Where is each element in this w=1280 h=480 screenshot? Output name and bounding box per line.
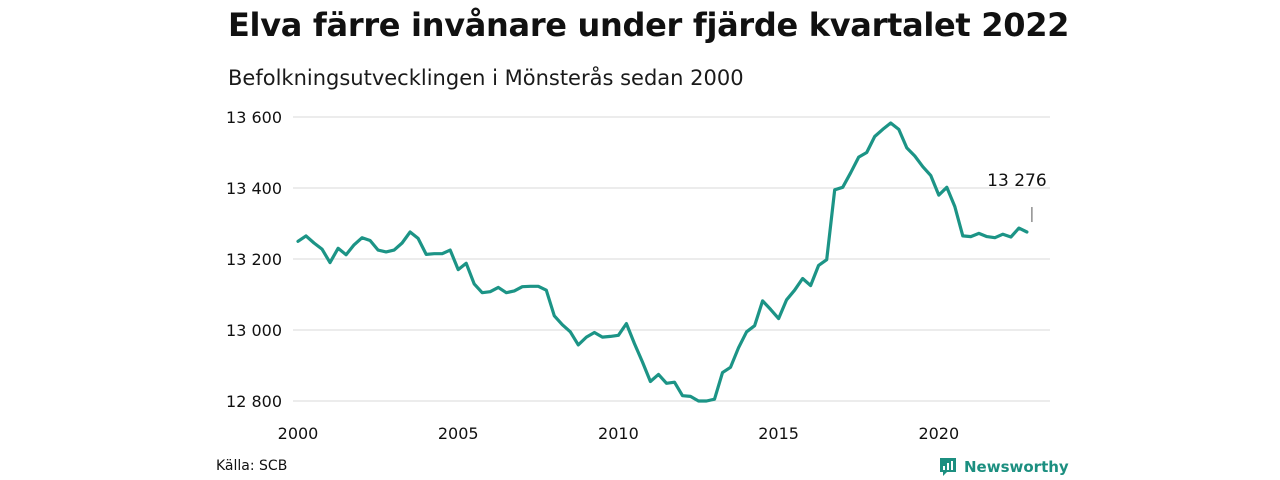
x-tick-label: 2005: [438, 424, 479, 443]
y-tick-label: 13 000: [226, 321, 282, 340]
y-tick-label: 12 800: [226, 392, 282, 411]
x-tick-label: 2000: [278, 424, 319, 443]
annotation-label: 13 276: [987, 171, 1046, 191]
annotation-layer: 13 276: [987, 171, 1047, 223]
y-tick-label: 13 400: [226, 179, 282, 198]
y-tick-label: 13 600: [226, 108, 282, 127]
brand-name: Newsworthy: [964, 458, 1069, 476]
x-axis-tick-labels: 2000 2005 2010 2015 2020: [278, 424, 960, 443]
chart-subtitle: Befolkningsutvecklingen i Mönsterås seda…: [228, 66, 744, 90]
grid-lines: [293, 116, 1050, 402]
y-axis-tick-labels: 12 800 13 000 13 200 13 400 13 600: [226, 108, 282, 411]
x-tick-label: 2010: [598, 424, 639, 443]
chart-title: Elva färre invånare under fjärde kvartal…: [228, 6, 1070, 44]
x-tick-label: 2015: [758, 424, 799, 443]
series-line: [296, 121, 1029, 403]
series-layer: [296, 121, 1029, 403]
source-credit: Källa: SCB: [216, 458, 288, 474]
newsworthy-logo-icon: [940, 458, 956, 476]
y-tick-label: 13 200: [226, 250, 282, 269]
brand[interactable]: Newsworthy: [938, 456, 1069, 478]
x-tick-label: 2020: [918, 424, 959, 443]
